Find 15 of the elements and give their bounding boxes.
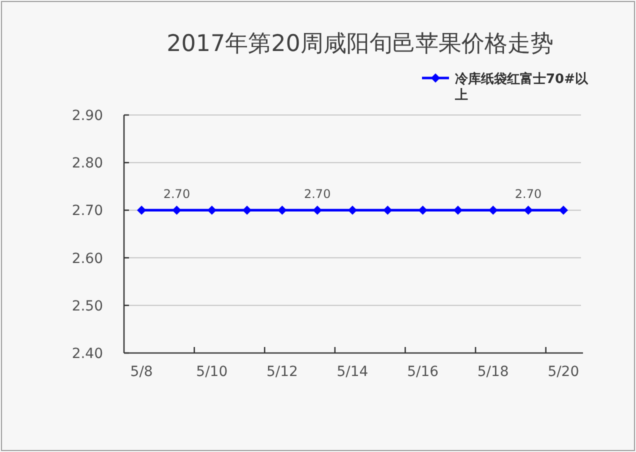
y-tick-label: 2.80 [72, 156, 103, 172]
y-tick-label: 2.90 [72, 108, 103, 124]
x-tick-label: 5/20 [548, 364, 580, 380]
x-tick-label: 5/8 [130, 364, 153, 380]
y-tick-label: 2.70 [72, 203, 103, 220]
title: 2017年第20周咸阳旬邑苹果价格走势 [166, 31, 554, 57]
x-tick-label: 5/16 [407, 364, 439, 380]
y-tick-label: 2.60 [72, 250, 103, 267]
x-tick-label: 5/10 [196, 364, 228, 380]
y-tick-label: 2.50 [72, 298, 103, 314]
x-tick-label: 5/18 [477, 364, 509, 380]
x-tick-label: 5/12 [266, 364, 298, 380]
legend-label: 冷库纸袋红富士70#以上 [454, 71, 589, 103]
x-tick-label: 5/14 [336, 364, 368, 380]
y-tick-label: 2.40 [72, 346, 103, 362]
